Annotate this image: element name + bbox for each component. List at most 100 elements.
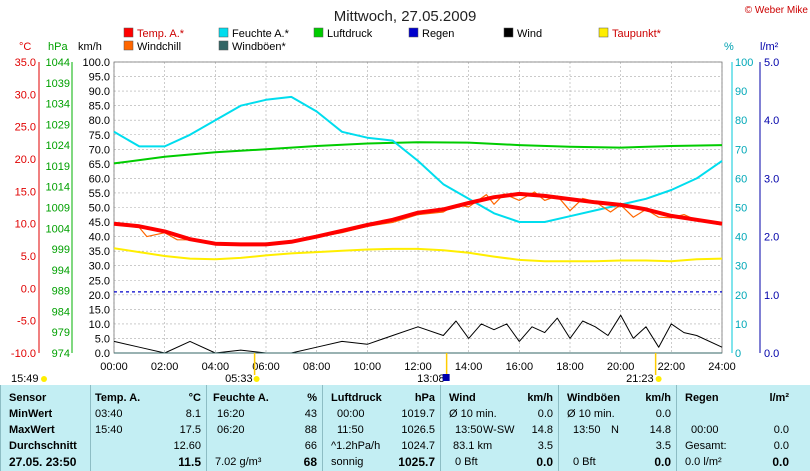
stats-cell: W-SW	[483, 424, 515, 436]
time-tick-label: 02:00	[151, 361, 179, 373]
temp-tick-label: -10.0	[11, 348, 36, 360]
wind-tick-label: 75.0	[89, 130, 110, 142]
stats-column: Windböen km/h Ø 10 min. 0.0 13:50 N 14.8 3.5 0 B…	[558, 385, 677, 471]
pressure-tick-label: 1029	[46, 119, 70, 131]
pressure-tick-label: 1039	[46, 78, 70, 90]
stats-cell: 03:40	[95, 408, 123, 420]
legend-swatch	[408, 27, 419, 38]
wind-tick-label: 80.0	[89, 115, 110, 127]
stats-cell: 0 Bft	[455, 456, 478, 468]
wind-tick-label: 70.0	[89, 144, 110, 156]
stats-cell: MaxWert	[9, 424, 55, 436]
sun-label-noon: 13:08	[417, 373, 445, 385]
time-tick-label: 20:00	[607, 361, 635, 373]
stats-cell: 66	[304, 440, 317, 452]
stats-column: Regen l/m² 00:00 0.0 Gesamt: 0.0 0.0 l/m² 0.0	[676, 385, 810, 471]
legend-label: Feuchte A.*	[232, 28, 290, 40]
rain-tick-label: 2.0	[764, 232, 779, 244]
sun-label-sunset: 21:23	[626, 373, 654, 385]
humidity-tick-label: 50	[735, 203, 747, 215]
wind-tick-label: 65.0	[89, 159, 110, 171]
stats-cell: 3.5	[655, 440, 671, 452]
stats-cell: 1024.7	[401, 440, 435, 452]
stats-cell: 43	[304, 408, 317, 420]
copyright-text: © Weber Mike	[745, 5, 809, 16]
pressure-tick-label: 989	[52, 286, 70, 298]
stats-cell: 0.0	[773, 440, 789, 452]
stats-cell: Feuchte A.	[213, 392, 269, 404]
stats-cell: 0.0	[537, 408, 553, 420]
series-line-luftdruck	[113, 141, 723, 165]
wind-tick-label: 0.0	[95, 348, 110, 360]
time-tick-label: 18:00	[556, 361, 584, 373]
time-tick-label: 00:00	[100, 361, 128, 373]
stats-table: Sensor MinWert MaxWert Durchschnitt 27.05. 2…	[0, 385, 810, 471]
sun-markers: 05:33 13:08 21:23 15:49	[11, 353, 662, 385]
series-line-taupunkt	[113, 247, 723, 263]
legend-swatch	[123, 27, 134, 38]
stats-cell: Wind	[449, 392, 476, 404]
time-tick-label: 24:00	[708, 361, 736, 373]
temp-tick-label: 10.0	[15, 219, 36, 231]
temp-tick-label: 5.0	[21, 251, 36, 263]
stats-cell: 00:00	[337, 408, 365, 420]
humidity-tick-label: 0	[735, 348, 741, 360]
pressure-tick-label: 1044	[46, 57, 70, 69]
humidity-tick-label: 40	[735, 232, 747, 244]
stats-cell: hPa	[414, 392, 435, 404]
temp-unit: °C	[19, 41, 31, 53]
stats-cell: %	[307, 392, 317, 404]
temp-tick-label: 15.0	[15, 186, 36, 198]
stats-cell: N	[611, 424, 619, 436]
stats-column: Temp. A. °C 03:40 8.1 15:40 17.5 12.60 11.5	[90, 385, 207, 471]
noon-marker	[442, 374, 450, 381]
stats-cell: 83.1 km	[453, 440, 493, 452]
stats-cell: 11.5	[178, 455, 201, 469]
time-tick-label: 14:00	[455, 361, 483, 373]
stats-cell: 13:50	[455, 424, 483, 436]
stats-cell: 1026.5	[401, 424, 435, 436]
pressure-tick-label: 974	[52, 348, 70, 360]
pressure-tick-label: 984	[52, 306, 70, 318]
stats-cell: km/h	[645, 392, 671, 404]
stats-cell: 0.0 l/m²	[685, 456, 722, 468]
wind-tick-label: 55.0	[89, 188, 110, 200]
pressure-tick-label: 994	[52, 265, 70, 277]
pressure-tick-label: 1019	[46, 161, 70, 173]
stats-column: Feuchte A.% 16:20 43 06:20 88 66 7.02 g/m³ 68	[206, 385, 323, 471]
wind-tick-label: 95.0	[89, 72, 110, 84]
stats-column: Wind km/h Ø 10 min. 0.0 13:50 W-SW 14.8 83.1 km…	[440, 385, 559, 471]
stats-column: Luftdruck hPa 00:00 1019.7 11:50 1026.5 ^1.2hP…	[322, 385, 441, 471]
time-tick-label: 12:00	[404, 361, 432, 373]
rain-tick-label: 0.0	[764, 348, 779, 360]
stats-cell: 1025.7	[398, 455, 435, 469]
wind-tick-label: 10.0	[89, 319, 110, 331]
series-line-wind	[113, 314, 723, 354]
time-tick-label: 16:00	[506, 361, 534, 373]
stats-cell: MinWert	[9, 408, 53, 420]
wind-tick-label: 30.0	[89, 261, 110, 273]
stats-cell: Regen	[685, 392, 719, 404]
stats-cell: Sensor	[9, 392, 47, 404]
legend-label: Windchill	[137, 41, 181, 53]
stats-cell: 12.60	[173, 440, 201, 452]
legend-swatch	[503, 27, 514, 38]
humidity-tick-label: 100	[735, 57, 753, 69]
rain-tick-label: 5.0	[764, 57, 779, 69]
time-tick-label: 06:00	[252, 361, 280, 373]
chart-title: Mittwoch, 27.05.2009	[334, 8, 477, 25]
sun-label-sunrise: 05:33	[225, 373, 253, 385]
stats-cell: 7.02 g/m³	[215, 456, 262, 468]
legend-swatch	[313, 27, 324, 38]
legend-swatch	[598, 27, 609, 38]
stats-cell: Ø 10 min.	[449, 408, 497, 420]
pressure-tick-label: 1004	[46, 223, 70, 235]
stats-cell: Ø 10 min.	[567, 408, 615, 420]
humidity-tick-label: 10	[735, 319, 747, 331]
humidity-tick-label: 20	[735, 290, 747, 302]
stats-column: Sensor MinWert MaxWert Durchschnitt 27.05. 2…	[0, 385, 91, 471]
stats-cell: 8.1	[185, 408, 201, 420]
humidity-tick-label: 90	[735, 86, 747, 98]
stats-cell: 3.5	[537, 440, 553, 452]
wind-tick-label: 25.0	[89, 275, 110, 287]
